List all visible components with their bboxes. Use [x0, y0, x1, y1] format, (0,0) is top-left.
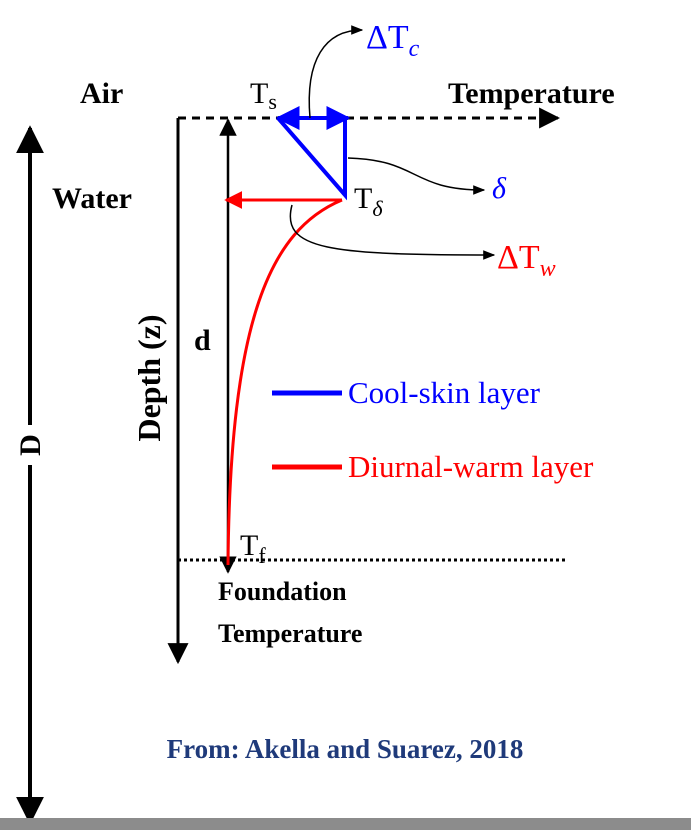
delta-tw: ΔTw — [497, 239, 556, 282]
air-label: Air — [80, 77, 123, 110]
big-d-label: D — [14, 434, 47, 456]
cool-skin-profile — [276, 116, 347, 201]
temperature-label: Temperature — [448, 77, 615, 110]
source: From: Akella and Suarez, 2018 — [167, 734, 524, 764]
depth-label: Depth (z) — [131, 314, 167, 441]
legend: Cool-skin layer Diurnal-warm layer — [272, 375, 594, 484]
bottom-bar — [0, 818, 691, 830]
delta-tc: ΔTc — [366, 19, 420, 62]
ts-label: Ts — [250, 77, 277, 114]
foundation-label: Temperature — [218, 619, 362, 648]
legend-label: Cool-skin layer — [348, 375, 541, 410]
foundation-label: Foundation — [218, 577, 347, 606]
annotation-arrow — [289, 204, 496, 260]
delta-label: δ — [492, 172, 507, 205]
annotation-arrow — [308, 25, 364, 119]
water-label: Water — [52, 182, 132, 215]
warm-profile — [226, 198, 343, 566]
t-delta-label: Tδ — [354, 182, 383, 221]
d-label: d — [194, 324, 211, 357]
annotation-arrow — [347, 157, 486, 195]
legend-label: Diurnal-warm layer — [348, 449, 594, 484]
tf-label: Tf — [240, 529, 266, 568]
